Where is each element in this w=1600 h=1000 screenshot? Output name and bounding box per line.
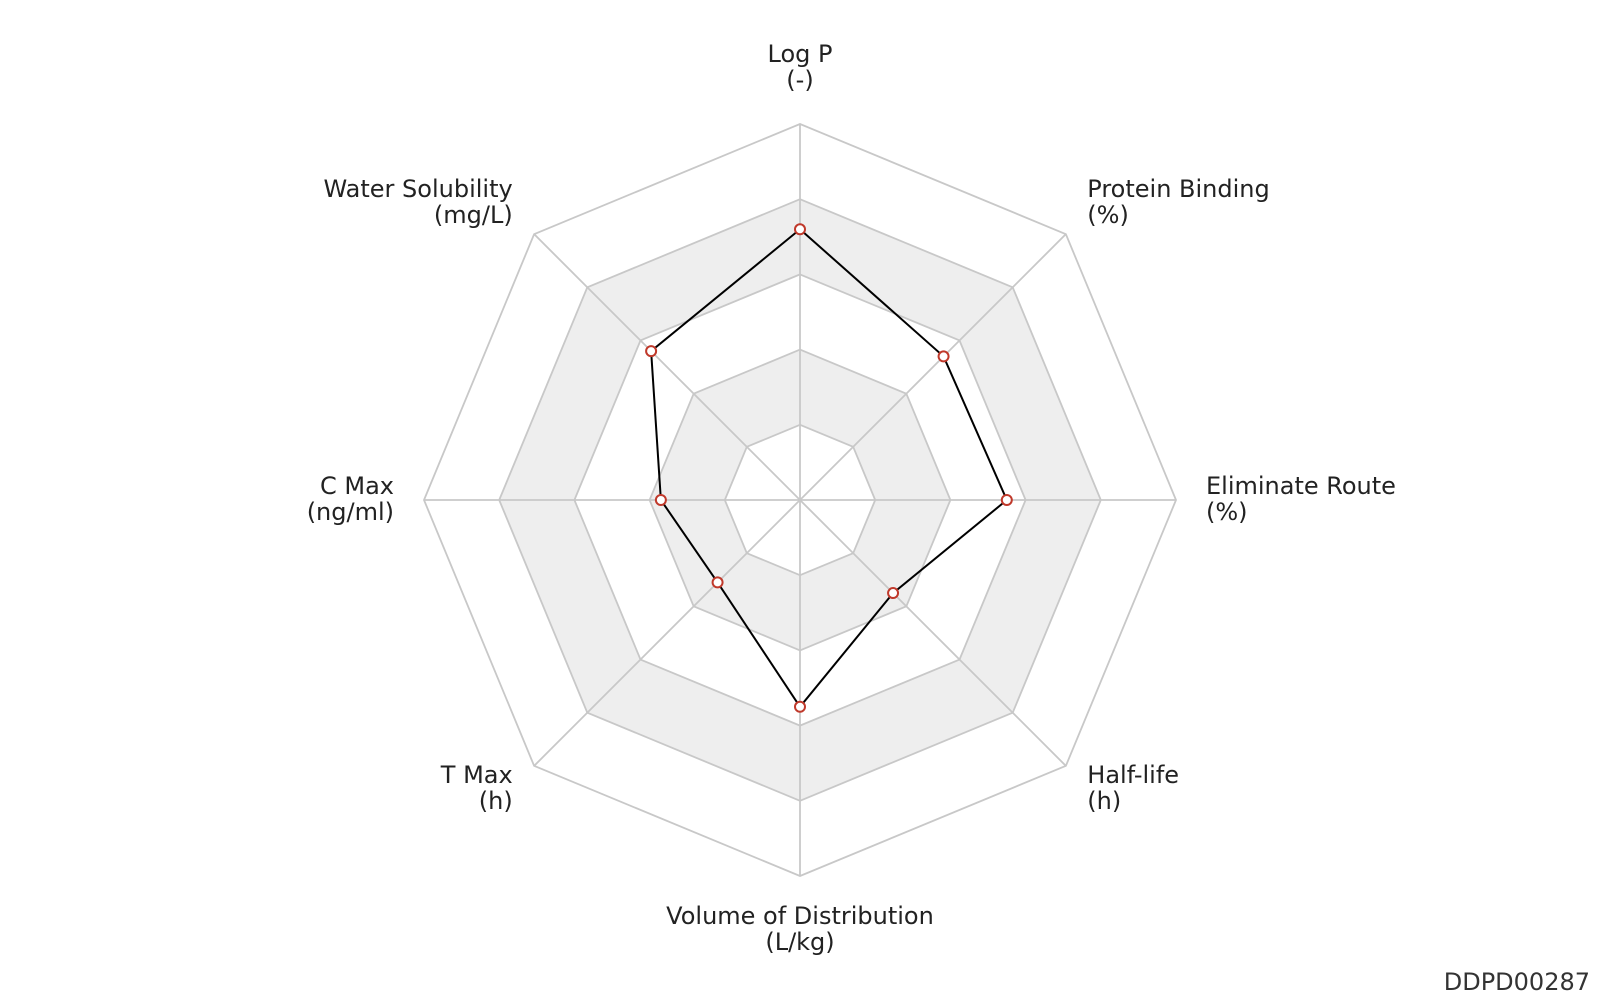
- axis-unit-4: (h): [1087, 787, 1121, 815]
- radar-spoke-8: [533, 233, 801, 501]
- radar-series: [645, 223, 1013, 713]
- axis-unit-7: (ng/ml): [307, 498, 394, 526]
- axis-label-8: Water Solubility: [323, 175, 512, 203]
- radar-point-4: [887, 587, 900, 600]
- axis-label-5: Volume of Distribution: [666, 902, 934, 930]
- axis-label-6: T Max: [440, 761, 513, 789]
- radar-point-2: [937, 350, 950, 363]
- axis-label-2: Protein Binding: [1087, 175, 1269, 203]
- radar-point-5: [794, 700, 806, 713]
- radar-axis-labels: Log P(-)Protein Binding(%)Eliminate Rout…: [307, 40, 1396, 956]
- radar-spoke-2: [799, 233, 1067, 501]
- axis-unit-2: (%): [1087, 201, 1129, 229]
- axis-label-3: Eliminate Route: [1206, 472, 1396, 500]
- radar-point-3: [1000, 494, 1013, 506]
- axis-unit-6: (h): [479, 787, 513, 815]
- radar-point-6: [711, 576, 724, 589]
- chart-id: DDPD00287: [1443, 968, 1590, 996]
- radar-spoke-6: [533, 499, 801, 767]
- axis-unit-5: (L/kg): [765, 928, 834, 956]
- radar-point-8: [645, 345, 658, 358]
- radar-point-7: [654, 494, 667, 506]
- axis-unit-1: (-): [786, 66, 813, 94]
- radar-point-1: [794, 223, 806, 236]
- axis-label-1: Log P: [768, 40, 833, 68]
- radar-axis-spokes: [424, 124, 1176, 876]
- axis-label-4: Half-life: [1087, 761, 1179, 789]
- axis-unit-3: (%): [1206, 498, 1248, 526]
- axis-unit-8: (mg/L): [434, 201, 513, 229]
- radar-spoke-4: [799, 499, 1067, 767]
- axis-label-7: C Max: [320, 472, 394, 500]
